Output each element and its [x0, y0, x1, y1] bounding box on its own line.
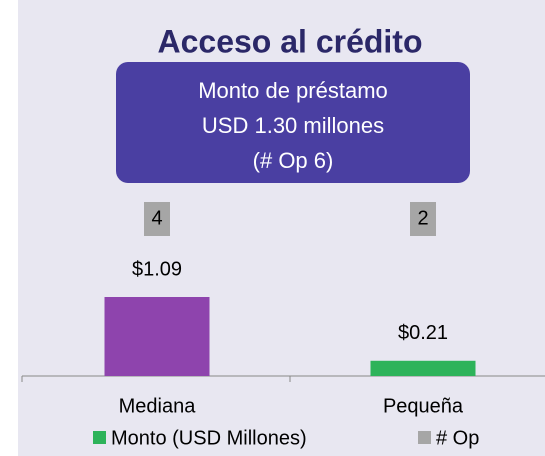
bar [104, 297, 210, 376]
chart-title: Acceso al crédito [158, 23, 423, 59]
value-label: $1.09 [132, 258, 182, 280]
legend-swatch [93, 431, 106, 444]
op-box [410, 202, 436, 236]
legend-label: # Op [436, 427, 479, 449]
bar [370, 360, 476, 376]
legend-swatch [418, 431, 431, 444]
op-box [144, 202, 170, 236]
op-label: 4 [151, 207, 162, 229]
op-label: 2 [417, 207, 428, 229]
legend-label: Monto (USD Millones) [111, 427, 307, 449]
annotation-line: Monto de préstamo [198, 78, 388, 103]
annotation-line: USD 1.30 millones [202, 113, 384, 138]
x-tick-label: Pequeña [383, 395, 464, 417]
value-label: $0.21 [398, 322, 448, 344]
x-tick-label: Mediana [119, 395, 197, 417]
annotation-line: (# Op 6) [253, 148, 334, 173]
annotation-box [116, 62, 470, 183]
